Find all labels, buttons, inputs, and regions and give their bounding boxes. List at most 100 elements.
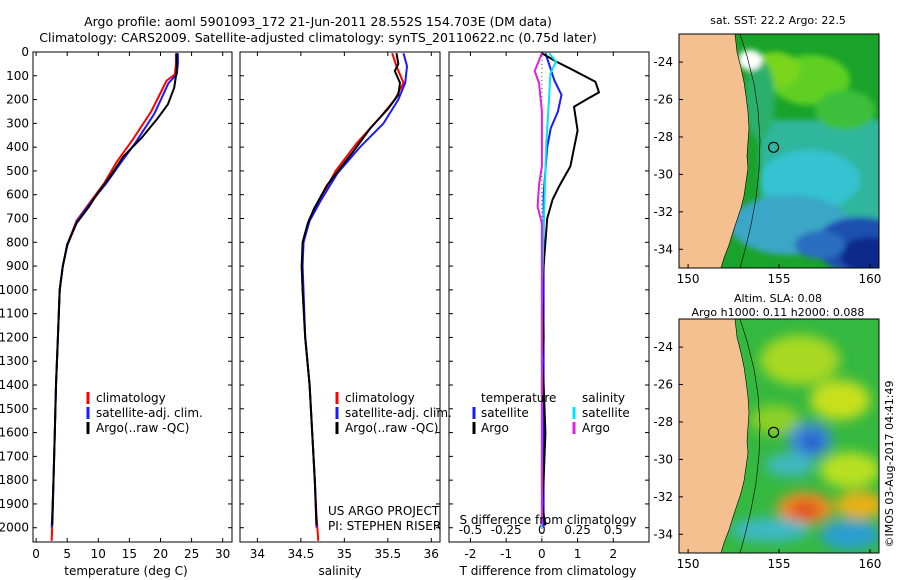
x-tick-label: 10 bbox=[91, 547, 106, 561]
lon-tick-label: 160 bbox=[858, 272, 881, 286]
legend-label-satellite: satellite-adj. clim. bbox=[345, 406, 452, 420]
sla-float-marker bbox=[767, 426, 780, 438]
depth-tick-label: 1200 bbox=[0, 330, 29, 344]
depth-tick-labels: 0 100 200 300 400 500 600 700 800 900 1000 1100 1200… bbox=[0, 45, 29, 535]
depth-tick-label: 1700 bbox=[0, 449, 29, 463]
x-tick-label: 34.5 bbox=[288, 547, 315, 561]
x-tick-label: 30 bbox=[215, 547, 230, 561]
sst-field bbox=[730, 50, 879, 268]
sla-land bbox=[679, 319, 750, 553]
legend-label-climatology: climatology bbox=[96, 391, 166, 405]
temperature-x-ticks: 0 5 10 15 20 25 30 bbox=[32, 51, 232, 561]
legend-label-s-satellite: satellite bbox=[582, 406, 630, 420]
x-tick-label: 20 bbox=[153, 547, 168, 561]
x-tick-label: 34 bbox=[250, 547, 265, 561]
figure-title-line-2: Climatology: CARS2009. Satellite-adjuste… bbox=[39, 30, 596, 45]
legend-label-argo: Argo(..raw -QC) bbox=[96, 421, 189, 435]
s-tick-label: 0.25 bbox=[564, 523, 591, 537]
s-difference-ticks: -0.5 -0.25 0 0.25 0.5 bbox=[459, 523, 623, 537]
temperature-x-label: temperature (deg C) bbox=[64, 564, 187, 578]
depth-tick-label: 0 bbox=[21, 45, 29, 59]
depth-tick-label: 1600 bbox=[0, 426, 29, 440]
lon-tick-label: 155 bbox=[768, 557, 791, 571]
sst-depth-contour bbox=[739, 34, 761, 268]
depth-tick-label: 1400 bbox=[0, 378, 29, 392]
salinity-x-label: salinity bbox=[318, 564, 361, 578]
depth-tick-label: 2000 bbox=[0, 521, 29, 535]
sla-map-image bbox=[679, 319, 879, 553]
sla-field bbox=[730, 335, 879, 550]
t-difference-x-ticks: -2 -1 0 1 2 bbox=[449, 51, 649, 561]
x-tick-label: 15 bbox=[122, 547, 137, 561]
lat-tick-label: -32 bbox=[653, 205, 673, 219]
sla-map-panel: Altim. SLA: 0.08 Argo h1000: 0.11 h2000:… bbox=[653, 292, 881, 571]
lat-tick-label: -30 bbox=[653, 167, 673, 181]
lat-tick-label: -32 bbox=[653, 490, 673, 504]
legend-label-climatology: climatology bbox=[345, 391, 415, 405]
temperature-series bbox=[50, 53, 179, 541]
depth-tick-label: 1100 bbox=[0, 307, 29, 321]
depth-tick-label: 1500 bbox=[0, 402, 29, 416]
salinity-axes-box bbox=[239, 51, 441, 543]
difference-axes-box bbox=[448, 51, 650, 543]
lat-tick-label: -30 bbox=[653, 452, 673, 466]
depth-tick-label: 200 bbox=[6, 93, 29, 107]
temperature-panel: 0100200300400500600700800900100011001200… bbox=[0, 45, 233, 578]
lon-tick-label: 155 bbox=[768, 272, 791, 286]
sla-lon-ticks: 150 155 160 bbox=[677, 549, 881, 571]
series-line-satellite-adj-clim- bbox=[301, 52, 408, 528]
salinity-legend: climatology satellite-adj. clim. Argo(..… bbox=[335, 391, 452, 435]
lat-tick-label: -26 bbox=[653, 93, 673, 107]
sla-depth-contour bbox=[739, 319, 761, 553]
temperature-difference-legend: temperature satellite Argo bbox=[472, 391, 556, 435]
legend-label-t-satellite: satellite bbox=[481, 406, 529, 420]
depth-tick-label: 700 bbox=[6, 212, 29, 226]
sla-map-title-line-2: Argo h1000: 0.11 h2000: 0.088 bbox=[692, 306, 865, 319]
x-tick-label: 25 bbox=[184, 547, 199, 561]
s-tick-label: -0.5 bbox=[459, 523, 482, 537]
x-tick-label: 36 bbox=[424, 547, 439, 561]
x-tick-label: -2 bbox=[464, 547, 476, 561]
depth-tick-label: 1800 bbox=[0, 473, 29, 487]
legend-title-salinity: salinity bbox=[582, 391, 625, 405]
series-line-argo-raw-qc- bbox=[51, 53, 178, 526]
lat-tick-label: -28 bbox=[653, 130, 673, 144]
salinity-x-ticks: 34 34.5 35 35.5 36 bbox=[240, 51, 440, 561]
salinity-difference-legend: salinity satellite Argo bbox=[572, 391, 630, 435]
x-tick-label: 2 bbox=[609, 547, 617, 561]
pi-annotation: PI: STEPHEN RISER bbox=[328, 519, 441, 533]
x-tick-label: -1 bbox=[500, 547, 512, 561]
sst-map-panel: sat. SST: 22.2 Argo: 22.5 -24 -26 -28 -30 -3… bbox=[653, 14, 881, 286]
lat-tick-label: -26 bbox=[653, 378, 673, 392]
lat-tick-label: -28 bbox=[653, 415, 673, 429]
project-annotation: US ARGO PROJECT bbox=[328, 504, 440, 518]
salinity-series bbox=[300, 52, 408, 541]
x-tick-label: 1 bbox=[574, 547, 582, 561]
series-line-argo-raw-qc- bbox=[300, 53, 401, 526]
lat-tick-label: -34 bbox=[653, 527, 673, 541]
series-line-t-argo bbox=[540, 52, 600, 526]
temperature-axes-box bbox=[32, 51, 233, 543]
difference-series bbox=[533, 52, 600, 528]
sst-land bbox=[679, 34, 750, 268]
legend-label-satellite: satellite-adj. clim. bbox=[96, 406, 203, 420]
x-tick-label: 35 bbox=[337, 547, 352, 561]
depth-tick-label: 1300 bbox=[0, 354, 29, 368]
sst-map-image bbox=[679, 34, 879, 268]
legend-label-s-argo: Argo bbox=[582, 421, 610, 435]
x-tick-label: 5 bbox=[63, 547, 71, 561]
series-line-satellite-adj-clim- bbox=[50, 53, 179, 528]
s-tick-label: -0.25 bbox=[491, 523, 522, 537]
imos-credit: ©IMOS 03-Aug-2017 04:41:49 bbox=[883, 381, 896, 548]
series-line-t-satellite bbox=[542, 52, 563, 528]
sla-map-title-line-1: Altim. SLA: 0.08 bbox=[734, 292, 822, 305]
x-tick-label: 0 bbox=[538, 547, 546, 561]
temperature-legend: climatology satellite-adj. clim. Argo(..… bbox=[86, 391, 203, 435]
sst-lat-ticks: -24 -26 -28 -30 -32 -34 bbox=[653, 55, 683, 256]
sst-lon-ticks: 150 155 160 bbox=[677, 264, 881, 286]
figure-title-line-1: Argo profile: aoml 5901093_172 21-Jun-20… bbox=[84, 14, 552, 29]
depth-tick-label: 100 bbox=[6, 69, 29, 83]
lat-tick-label: -24 bbox=[653, 340, 673, 354]
legend-label-t-argo: Argo bbox=[481, 421, 509, 435]
